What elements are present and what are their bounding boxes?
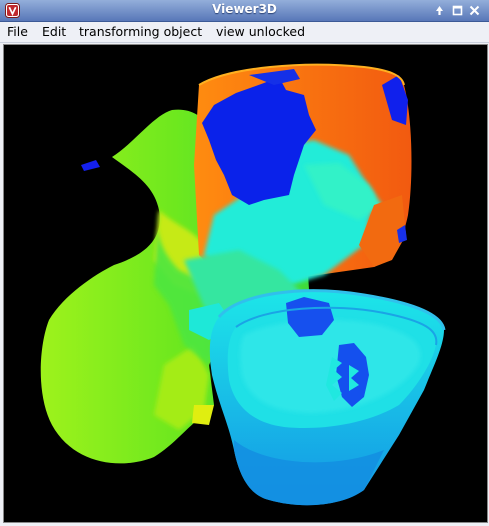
window-title: Viewer3D (212, 2, 277, 16)
mesh-patch (192, 405, 214, 425)
mesh-patch (326, 357, 342, 401)
mesh-patch (349, 365, 359, 391)
close-icon[interactable] (467, 3, 482, 18)
mesh-bowl-rim (235, 306, 438, 346)
menu-view-unlocked[interactable]: view unlocked (216, 24, 306, 39)
mesh-bowl-rim (217, 289, 446, 331)
menu-file[interactable]: File (7, 24, 28, 39)
menu-bar: File Edit transforming object view unloc… (0, 22, 489, 43)
title-bar[interactable]: Viewer3D (0, 0, 489, 22)
menu-edit[interactable]: Edit (42, 24, 67, 39)
menu-transforming-object[interactable]: transforming object (79, 24, 203, 39)
mesh-blue-region (249, 69, 300, 85)
mesh-blue-region (397, 225, 407, 243)
3d-viewport[interactable] (3, 44, 488, 523)
viewer-app-icon[interactable] (5, 3, 20, 18)
maximize-icon[interactable] (450, 3, 465, 18)
mesh-cylinder-rim (198, 63, 405, 86)
mesh-blue-region (202, 77, 316, 205)
mesh-bowl-shadow (234, 440, 384, 506)
mesh-orange-edge (359, 195, 406, 267)
mesh-cyan-region (304, 163, 382, 220)
mesh-blue-region (382, 75, 408, 125)
mesh-fragment (81, 160, 100, 171)
minimize-icon[interactable] (432, 3, 447, 18)
mesh-render[interactable] (4, 45, 487, 522)
